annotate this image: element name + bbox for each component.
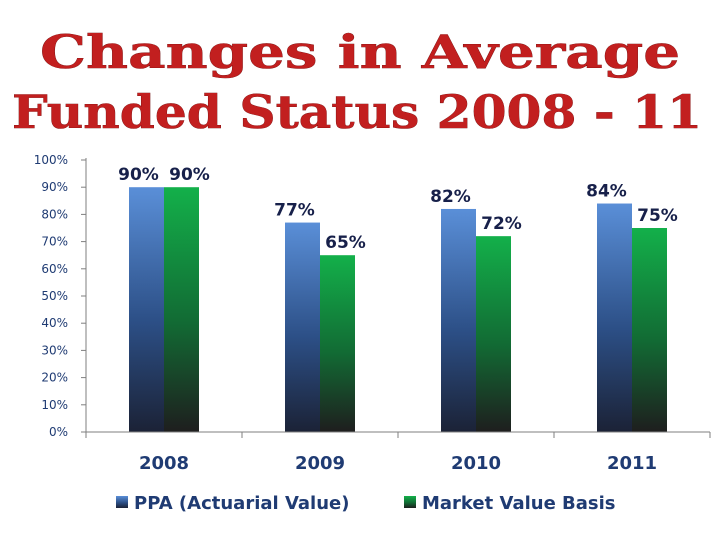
y-axis: 0% 10% 20% 30% 40% 50% 60% 70% 80% 90% 100% [34,153,87,439]
funded-status-chart: 0%10%20%30%40%50%60%70%80%90%100% 90% 90%… [34,153,711,514]
y-tick-label: 10% [41,398,68,412]
x-category-label-2008: 2008 [139,453,189,474]
data-label-market-2011: 75% [637,206,678,226]
y-tick-label: 30% [41,343,68,357]
data-label-ppa-2008: 90% [118,165,159,185]
y-tick-label: 80% [41,207,68,221]
bar-market-2011 [632,228,667,432]
legend-swatch-ppa [116,496,128,508]
y-tick-label: 0% [49,425,68,439]
data-label-market-2008: 90% [169,165,210,185]
y-tick-label: 100% [34,153,68,167]
bar-market-2010 [476,236,511,432]
y-tick-label: 60% [41,262,68,276]
y-tick-label: 40% [41,316,68,330]
data-label-market-2010: 72% [481,214,522,234]
bar-ppa-2011 [597,203,632,432]
data-label-market-2009: 65% [325,233,366,253]
legend-swatch-market [404,496,416,508]
y-tick-label: 70% [41,235,68,249]
bar-ppa-2010 [441,208,476,432]
x-category-label-2010: 2010 [451,453,501,474]
chart-legend: PPA (Actuarial Value) Market Value Basis [116,493,616,514]
bar-series-group [129,187,667,432]
x-axis: 2008 2009 2010 2011 [85,431,711,474]
bar-ppa-2008 [129,187,164,432]
y-tick-label: 50% [41,289,68,303]
bar-market-2009 [320,255,355,432]
legend-label-market: Market Value Basis [422,493,616,514]
bar-ppa-2009 [285,222,320,432]
data-label-ppa-2010: 82% [430,187,471,207]
slide-title-line-2: Funded Status 2008 - 11 [12,85,702,139]
data-label-ppa-2011: 84% [586,182,627,202]
y-tick-label: 90% [41,180,68,194]
y-tick-label: 20% [41,371,68,385]
x-category-label-2011: 2011 [607,453,657,474]
data-label-ppa-2009: 77% [274,201,315,221]
bar-market-2008 [164,187,199,432]
legend-label-ppa: PPA (Actuarial Value) [134,493,349,514]
x-category-label-2009: 2009 [295,453,345,474]
data-labels: 90% 90% 77% 65% 82% 72% 84% 75% [118,165,678,253]
slide-title-line-1: Changes in Average [40,25,680,79]
